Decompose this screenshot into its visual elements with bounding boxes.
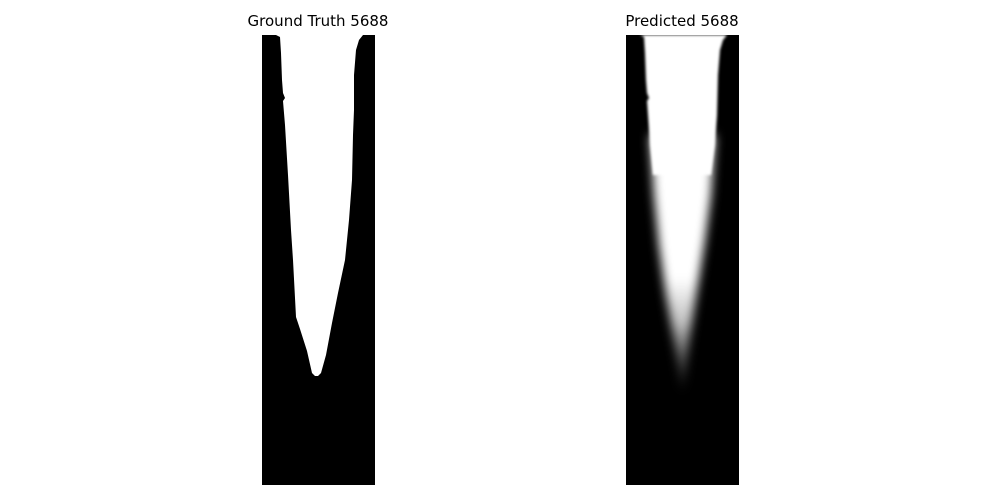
mask-foreground-lower-soft <box>650 135 715 395</box>
ground-truth-mask-image <box>262 35 375 485</box>
predicted-mask-svg <box>626 35 739 485</box>
ground-truth-title: Ground Truth 5688 <box>247 12 389 30</box>
ground-truth-mask-svg <box>262 35 375 485</box>
predicted-title: Predicted 5688 <box>625 12 739 30</box>
mask-foreground-region <box>276 35 363 376</box>
predicted-mask-image <box>626 35 739 485</box>
